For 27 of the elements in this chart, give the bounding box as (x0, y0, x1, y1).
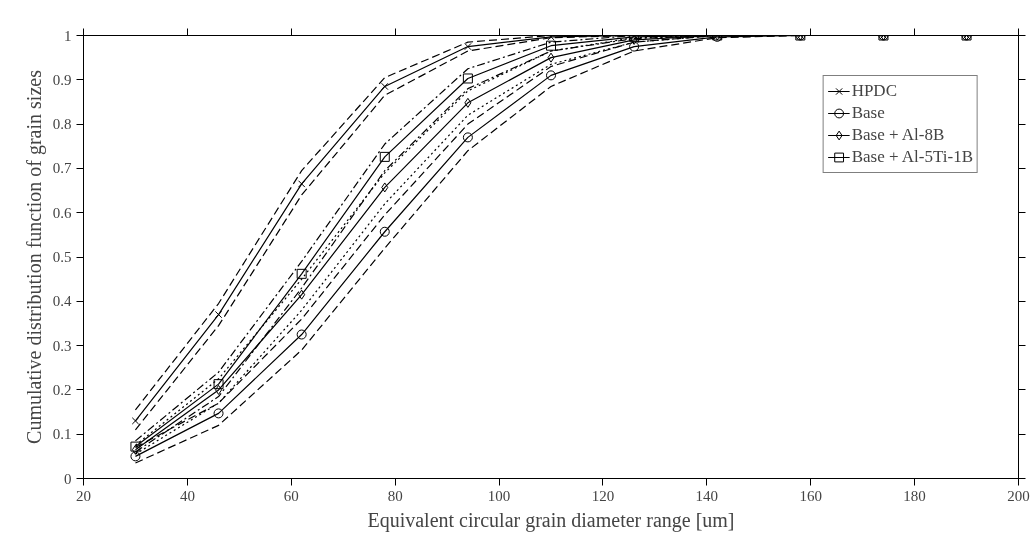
y-tick-label: 0.7 (52, 160, 72, 177)
x-axis-title: Equivalent circular grain diameter range [um] (367, 508, 735, 532)
x-tick-label: 60 (283, 487, 299, 504)
y-tick-label: 0.6 (52, 204, 72, 221)
legend-label: HPDC (851, 80, 897, 102)
y-tick-label: 1 (64, 27, 72, 44)
x-tick-label: 120 (591, 487, 615, 504)
x-tick-label: 200 (1007, 487, 1030, 504)
x-tick-label: 80 (387, 487, 403, 504)
x-tick-label: 40 (179, 487, 195, 504)
y-tick-label: 0.5 (52, 249, 72, 265)
x-tick-label: 180 (903, 487, 926, 504)
y-tick-label: 0.4 (52, 293, 72, 310)
y-tick-label: 0.2 (52, 381, 72, 398)
y-axis-title: Cumulative distribution function of grain sizes (22, 69, 46, 444)
y-tick-label: 0.3 (52, 337, 72, 354)
x-tick-label: 100 (487, 487, 511, 504)
legend-label: Base + Al-5Ti-1B (851, 146, 973, 168)
x-tick-label: 140 (695, 487, 719, 504)
legend-label: Base + Al-8B (851, 124, 945, 146)
legend-label: Base (851, 102, 885, 124)
y-tick-label: 0.1 (52, 426, 72, 443)
y-tick-label: 0 (64, 470, 72, 487)
x-tick-label: 160 (799, 487, 822, 504)
y-tick-label: 0.9 (52, 71, 72, 88)
y-tick-label: 0.8 (52, 116, 72, 133)
x-tick-label: 20 (76, 487, 91, 504)
